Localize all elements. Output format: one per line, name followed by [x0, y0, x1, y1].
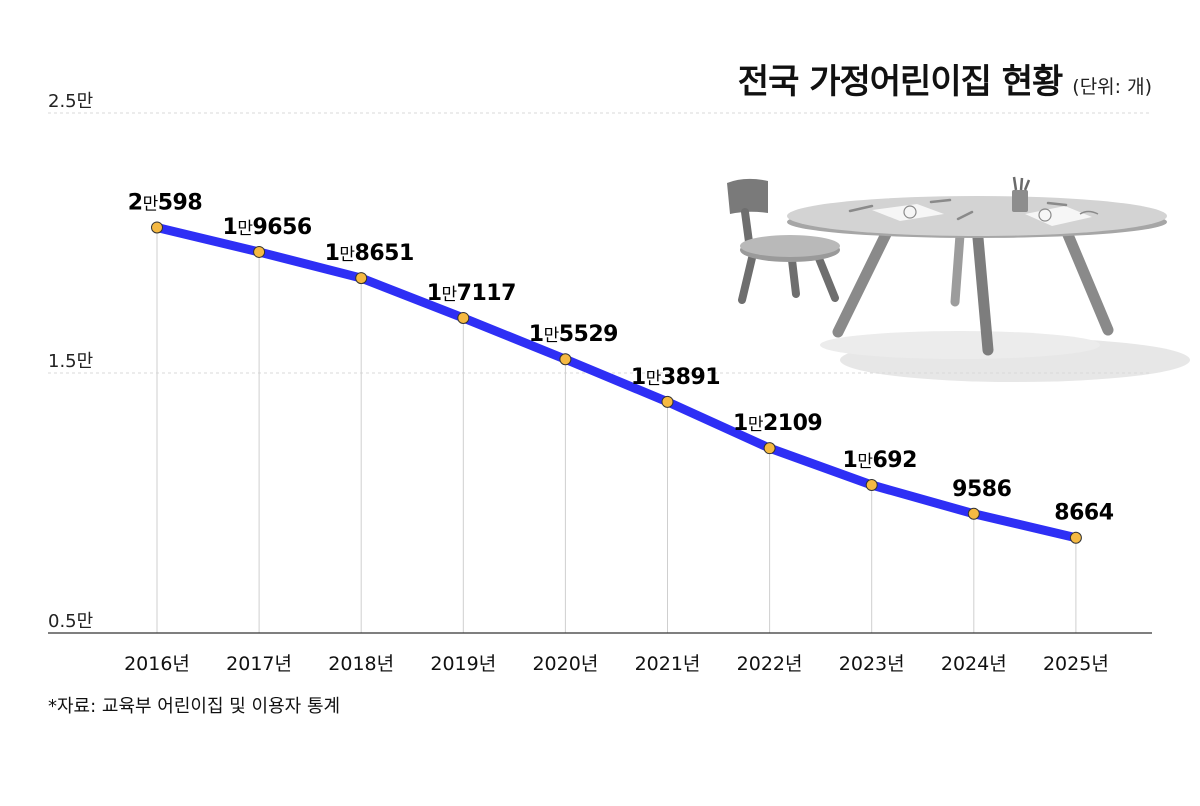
data-label: 1만3891 [631, 365, 720, 390]
x-tick-label: 2018년 [328, 653, 394, 675]
data-label: 1만692 [843, 448, 917, 473]
source-note: *자료: 교육부 어린이집 및 이용자 통계 [48, 696, 341, 717]
data-point [763, 442, 776, 455]
x-tick-label: 2020년 [532, 653, 598, 675]
data-label: 8664 [1054, 501, 1113, 526]
data-point [355, 272, 368, 285]
x-tick-label: 2023년 [839, 653, 905, 675]
data-label: 9586 [952, 477, 1011, 502]
chart-header: 전국 가정어린이집 현황 (단위: 개) [738, 54, 1152, 103]
x-tick-label: 2017년 [226, 653, 292, 675]
y-tick-label: 2.5만 [48, 91, 93, 112]
data-label: 1만9656 [223, 215, 312, 240]
table-chair-illustration [727, 176, 1190, 382]
data-point [559, 353, 572, 366]
data-label: 1만5529 [529, 322, 618, 347]
series-line [152, 222, 1081, 543]
data-label: 1만7117 [427, 281, 516, 306]
data-labels: 2만598 1만9656 1만8651 1만7117 1만5529 1만3891 1만210… [128, 190, 1114, 525]
x-tick-label: 2024년 [941, 653, 1007, 675]
y-tick-label: 0.5만 [48, 611, 93, 632]
x-tick-label: 2025년 [1043, 653, 1109, 675]
data-label: 1만2109 [733, 411, 822, 436]
data-point [865, 479, 878, 492]
x-tick-label: 2021년 [635, 653, 701, 675]
data-point [1069, 531, 1082, 544]
x-tick-label: 2016년 [124, 653, 190, 675]
data-point [457, 311, 470, 324]
drop-lines [156, 227, 1077, 633]
data-point [253, 245, 266, 258]
unit-label: (단위: 개) [1072, 76, 1152, 98]
x-tick-label: 2022년 [737, 653, 803, 675]
data-point [967, 507, 980, 520]
data-point [661, 395, 674, 408]
y-axis-labels: 2.5만 1.5만 0.5만 [48, 91, 93, 632]
data-label: 1만8651 [325, 241, 414, 266]
y-tick-label: 1.5만 [48, 351, 93, 372]
x-tick-label: 2019년 [430, 653, 496, 675]
x-axis-labels: 2016년 2017년 2018년 2019년 2020년 2021년 2022년 2023년… [124, 653, 1109, 675]
data-markers [151, 221, 1082, 544]
chart-title: 전국 가정어린이집 현황 [737, 62, 1063, 102]
data-point [151, 221, 163, 234]
data-label: 2만598 [128, 190, 202, 215]
